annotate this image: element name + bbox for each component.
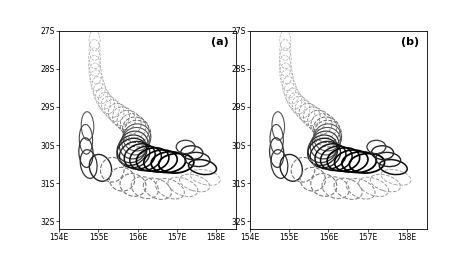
- Text: (a): (a): [211, 37, 229, 47]
- Text: (b): (b): [401, 37, 419, 47]
